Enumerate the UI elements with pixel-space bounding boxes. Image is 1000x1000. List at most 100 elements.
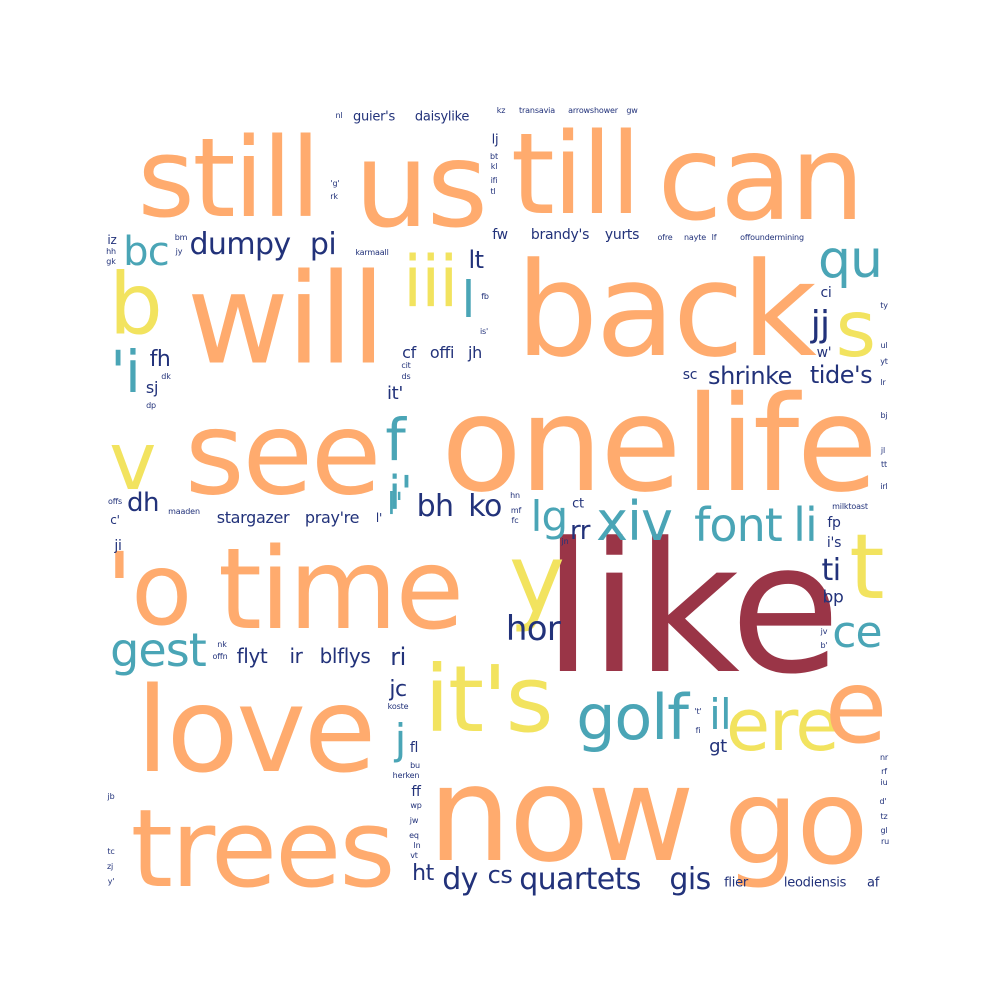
word-dumpy: dumpy — [189, 227, 291, 262]
word-arrowshower: arrowshower — [568, 106, 618, 115]
word-s: s — [835, 285, 876, 375]
word-l-q2: l' — [375, 511, 383, 525]
word-iu: iu — [880, 778, 888, 787]
word-jc: jc — [389, 677, 407, 702]
word-us: us — [354, 116, 488, 254]
word-back: back — [515, 234, 817, 386]
word-d-q: d' — [879, 797, 887, 806]
word-lf: lf — [711, 233, 717, 242]
word-herken: herken — [392, 771, 420, 780]
word-bp: bp — [822, 587, 844, 608]
word-fp: fp — [827, 515, 841, 531]
word-l: l — [461, 271, 476, 329]
word-will: will — [186, 247, 386, 393]
word-leodiensis: leodiensis — [783, 875, 847, 891]
word-till: till — [510, 110, 642, 240]
word-yurts: yurts — [604, 227, 640, 243]
word-koste: koste — [387, 702, 409, 711]
word-il: il — [709, 690, 731, 739]
word-mf: mf — [510, 506, 522, 515]
word-iii: iii — [402, 241, 459, 323]
word-gl: gl — [880, 826, 888, 835]
word-ds: ds — [401, 372, 411, 381]
word-jb: jb — [107, 792, 115, 801]
word-pi: pi — [309, 227, 337, 262]
word-blflys: blflys — [319, 644, 371, 668]
word-tides: tide's — [809, 361, 873, 389]
word-bu: bu — [410, 761, 420, 770]
word-ere: ere — [725, 683, 840, 767]
word-dk: dk — [161, 372, 171, 381]
word-ofre: ofre — [657, 233, 673, 242]
word-fl: fl — [409, 740, 419, 756]
word-li: li — [793, 498, 818, 552]
word-cs: cs — [487, 861, 513, 889]
word-yt: yt — [880, 357, 888, 366]
word-jw: jw — [409, 816, 419, 825]
word-rf: rf — [881, 767, 887, 776]
word-tz: tz — [880, 812, 888, 821]
word-ff: ff — [411, 784, 421, 800]
word-like: like — [542, 505, 841, 714]
word-gis: gis — [669, 862, 711, 897]
word-nk: nk — [217, 640, 227, 649]
word-ct: ct — [572, 496, 584, 512]
word-fb: fb — [481, 292, 489, 301]
word-e: e — [824, 648, 888, 767]
word-offs: offs — [107, 497, 123, 506]
word-lt: lt — [468, 246, 484, 274]
word-ce: ce — [832, 607, 882, 658]
word-y: y — [508, 524, 565, 635]
word-bm: bm — [174, 233, 188, 242]
word-gk: gk — [106, 257, 116, 266]
word-gest: gest — [110, 623, 207, 677]
word-maaden: maaden — [168, 507, 200, 516]
word-i-q: i' — [388, 466, 412, 520]
word-qu: qu — [818, 230, 883, 290]
word-can: can — [657, 109, 865, 247]
word-ji: ji — [114, 538, 122, 554]
word-lj: lj — [491, 132, 499, 148]
word-is: i's — [826, 535, 842, 551]
word-its: it's — [424, 646, 553, 753]
word-kz: kz — [496, 106, 506, 115]
word-v: v — [109, 415, 156, 508]
word-i-apostrophe: 'i — [110, 338, 141, 406]
word-b: b — [108, 255, 163, 355]
word-still: still — [137, 114, 320, 242]
word-nayte: nayte — [684, 233, 706, 242]
word-nr: nr — [879, 753, 889, 762]
word-w-q: w' — [816, 345, 832, 361]
word-j: j — [394, 715, 407, 764]
word-rr: rr — [570, 516, 590, 546]
word-fc: fc — [511, 516, 519, 525]
word-vt: vt — [410, 851, 418, 860]
word-gw: gw — [626, 106, 638, 115]
word-daisylike: daisylike — [414, 109, 470, 125]
word-offn: offn — [212, 652, 228, 661]
word-lg: lg — [530, 492, 568, 541]
word-fw: fw — [492, 227, 508, 243]
word-gt: gt — [709, 736, 727, 757]
word-is-q: is' — [479, 327, 489, 336]
word-rk: rk — [330, 192, 338, 201]
word-hn: hn — [510, 491, 520, 500]
word-time: time — [217, 525, 464, 655]
word-bj: bj — [880, 411, 888, 420]
word-offi: offi — [429, 343, 455, 362]
word-y-q: y' — [107, 877, 115, 886]
word-ci: ci — [820, 285, 832, 301]
word-cf: cf — [402, 343, 416, 362]
word-milktoast: milktoast — [832, 502, 868, 511]
word-trees: trees — [130, 787, 396, 912]
word-flier: flier — [724, 875, 748, 891]
word-go: go — [723, 753, 869, 891]
word-font: font — [694, 498, 783, 552]
word-bc: bc — [123, 229, 170, 275]
word-dy: dy — [442, 862, 478, 897]
word-jj: jj — [810, 304, 830, 345]
word-offoundermining: offoundermining — [740, 233, 804, 242]
word-ln: ln — [413, 841, 421, 850]
word-t-quoted: 't' — [694, 707, 702, 716]
